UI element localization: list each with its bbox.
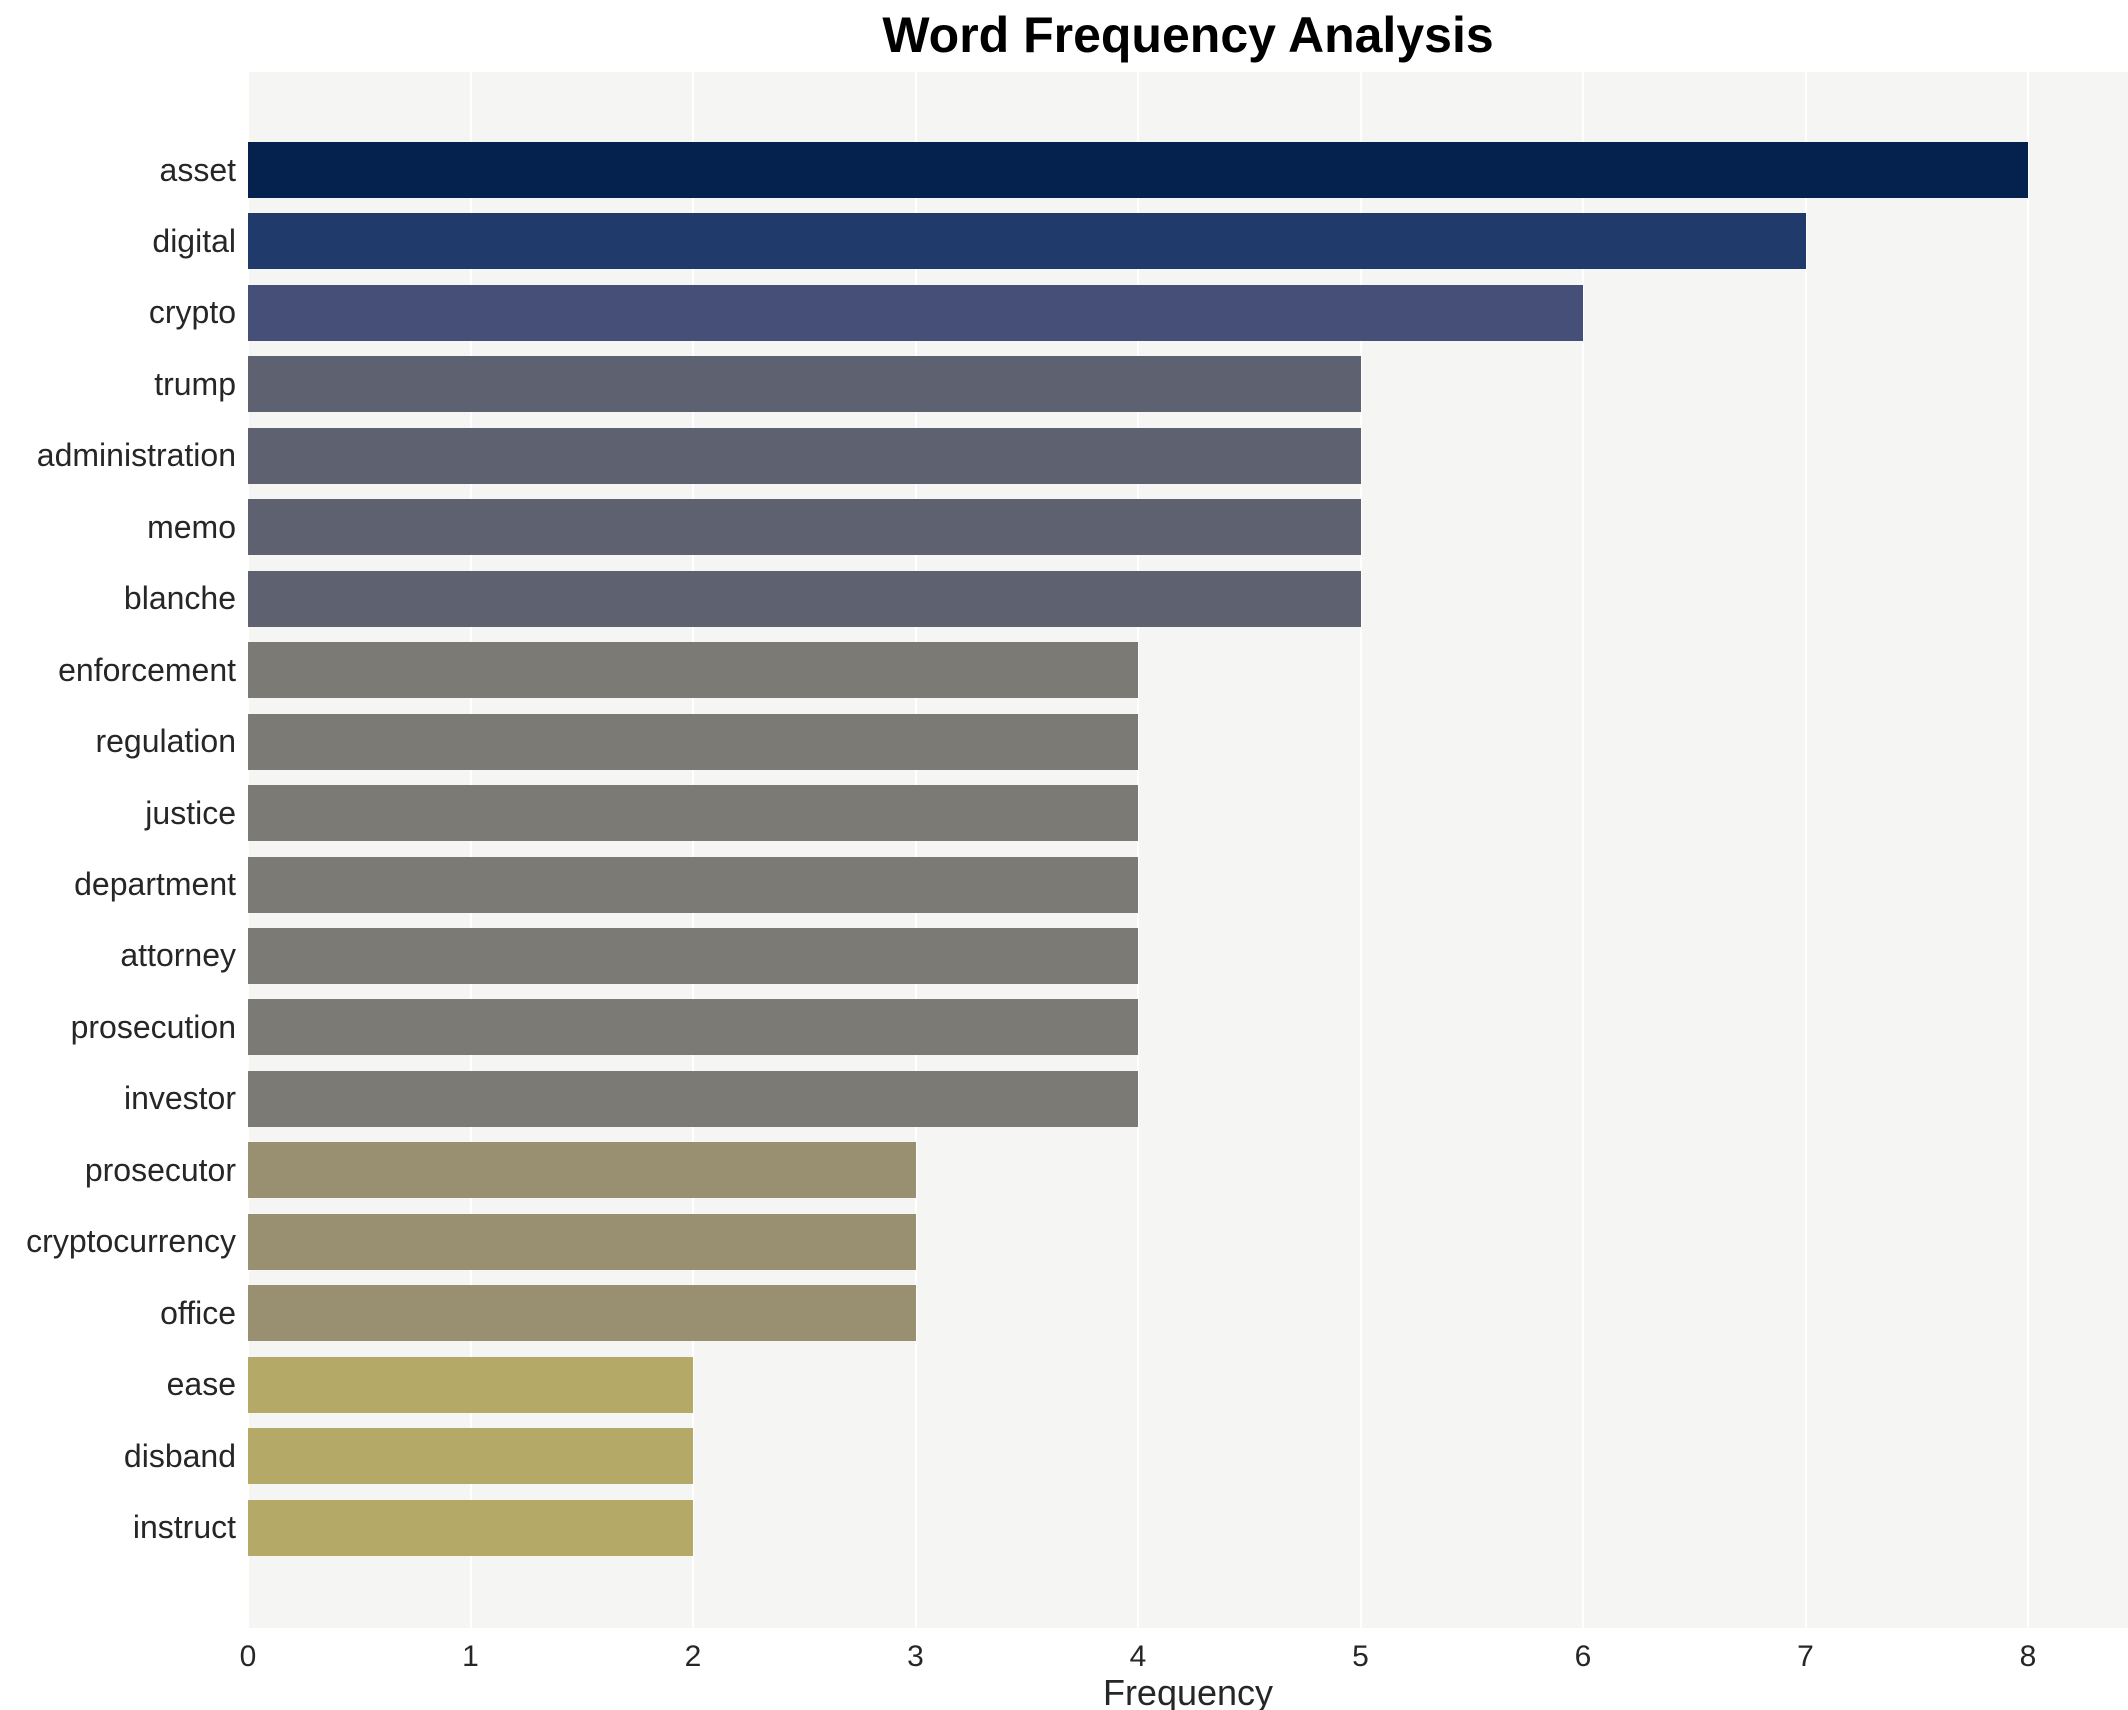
y-tick-label-trump: trump <box>154 365 236 402</box>
gridline-x-8 <box>2027 72 2029 1628</box>
bar-digital <box>248 213 1806 270</box>
bar-prosecutor <box>248 1142 916 1199</box>
gridline-x-6 <box>1582 72 1584 1628</box>
x-tick-label-5: 5 <box>1352 1640 1369 1673</box>
y-tick-label-attorney: attorney <box>120 937 236 974</box>
bar-cryptocurrency <box>248 1213 916 1270</box>
bar-department <box>248 856 1138 913</box>
bar-instruct <box>248 1499 693 1556</box>
x-tick-label-2: 2 <box>684 1640 702 1673</box>
bar-office <box>248 1285 916 1342</box>
x-tick-label-7: 7 <box>1797 1640 1814 1673</box>
bar-enforcement <box>248 642 1138 699</box>
bar-prosecution <box>248 999 1138 1056</box>
x-tick-label-6: 6 <box>1574 1640 1592 1673</box>
gridline-x-0 <box>247 72 249 1628</box>
y-tick-label-blanche: blanche <box>123 580 236 617</box>
y-tick-label-memo: memo <box>147 508 236 545</box>
chart-title: Word Frequency Analysis <box>882 7 1494 63</box>
y-tick-label-disband: disband <box>123 1437 236 1474</box>
gridline-x-7 <box>1804 72 1807 1628</box>
x-tick-label-0: 0 <box>239 1640 257 1673</box>
gridline-x-2 <box>692 72 694 1628</box>
y-tick-label-justice: justice <box>145 794 236 831</box>
gridline-x-3 <box>914 72 917 1628</box>
y-tick-label-administration: administration <box>36 437 236 474</box>
y-tick-label-crypto: crypto <box>148 294 236 331</box>
gridline-x-5 <box>1359 72 1362 1628</box>
bar-administration <box>248 427 1361 484</box>
y-tick-label-prosecution: prosecution <box>70 1008 236 1045</box>
plot-area <box>247 72 2128 1628</box>
y-tick-label-investor: investor <box>123 1080 236 1117</box>
y-tick-label-cryptocurrency: cryptocurrency <box>26 1223 236 1260</box>
y-tick-label-digital: digital <box>152 222 236 259</box>
y-tick-label-enforcement: enforcement <box>58 651 236 688</box>
y-tick-label-department: department <box>74 866 236 902</box>
y-tick-label-instruct: instruct <box>132 1509 236 1546</box>
y-tick-label-asset: asset <box>159 151 236 188</box>
bar-blanche <box>248 570 1361 627</box>
x-tick-label-8: 8 <box>2019 1640 2037 1673</box>
bar-investor <box>248 1070 1138 1127</box>
x-tick-label-3: 3 <box>907 1640 924 1673</box>
bar-crypto <box>248 284 1583 341</box>
bar-justice <box>248 785 1138 842</box>
bar-disband <box>248 1428 693 1485</box>
bar-asset <box>248 142 2028 198</box>
y-tick-label-ease: ease <box>166 1366 236 1403</box>
y-tick-label-regulation: regulation <box>95 723 236 760</box>
x-tick-label-1: 1 <box>462 1640 479 1673</box>
gridline-x-4 <box>1137 72 1139 1628</box>
bar-attorney <box>248 927 1138 984</box>
y-tick-label-office: office <box>160 1294 236 1331</box>
x-axis-label: Frequency <box>1102 1672 1274 1710</box>
bar-ease <box>248 1356 693 1413</box>
bar-memo <box>248 499 1361 556</box>
bar-regulation <box>248 713 1138 770</box>
y-tick-label-prosecutor: prosecutor <box>84 1151 236 1188</box>
gridline-x-1 <box>469 72 472 1628</box>
bar-trump <box>248 356 1361 413</box>
x-tick-label-4: 4 <box>1129 1640 1147 1673</box>
